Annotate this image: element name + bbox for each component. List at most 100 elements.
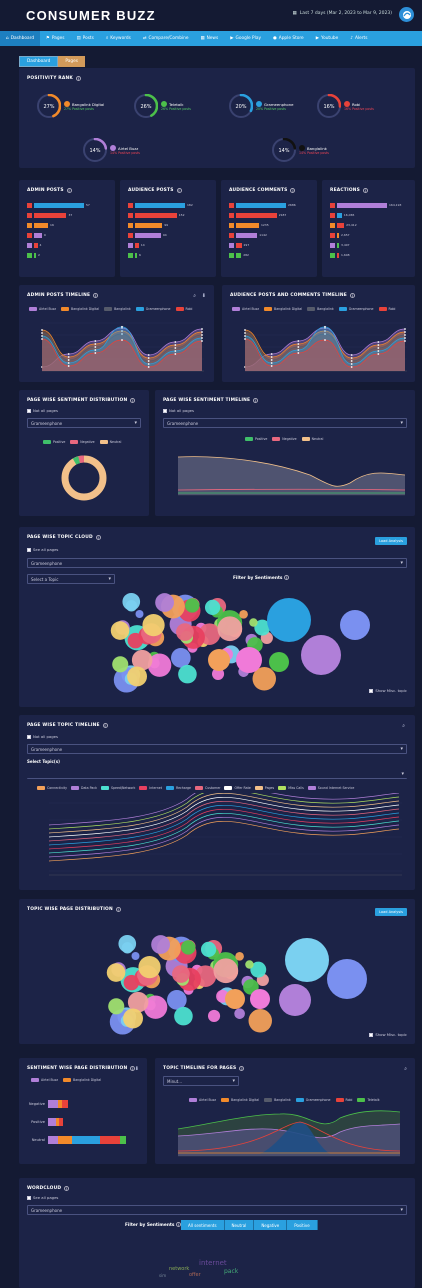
bar xyxy=(34,202,84,208)
download-icon[interactable]: ⬇ xyxy=(201,293,206,299)
info-icon[interactable]: i xyxy=(239,1066,245,1071)
nav-item-apple-store[interactable]: ● Apple Store xyxy=(273,36,304,41)
legend-item[interactable]: Robi xyxy=(335,1098,352,1102)
nav-item-news[interactable]: ▦ News xyxy=(200,36,219,41)
legend-item[interactable]: Grameenphone xyxy=(338,307,374,311)
nav-item-google-play[interactable]: ▶ Google Play xyxy=(230,36,261,41)
sentiment-filter-button[interactable]: All sentiments xyxy=(181,1220,225,1230)
show-misc-checkbox[interactable]: Show Misc. topic xyxy=(369,688,407,693)
tab-pages[interactable]: Pages xyxy=(58,56,85,67)
legend-item[interactable]: Airtel Buzz xyxy=(31,1078,58,1082)
nav-item-pages[interactable]: ⚑ Pages xyxy=(46,36,65,41)
page-icon xyxy=(229,252,234,258)
youtube-icon: ▶ xyxy=(315,36,320,41)
info-icon[interactable]: i xyxy=(95,535,101,540)
load-analysis-button[interactable]: Load Analysis xyxy=(375,908,407,916)
download-icon[interactable]: ⬇ xyxy=(134,1066,139,1072)
legend-item[interactable]: Pages xyxy=(254,786,274,790)
legend-item[interactable]: Offer Rate xyxy=(224,786,251,790)
info-icon[interactable]: i xyxy=(130,1066,136,1071)
legend-item[interactable]: Miss Calls xyxy=(278,786,304,790)
info-icon[interactable]: i xyxy=(93,293,99,298)
info-icon[interactable]: i xyxy=(115,907,121,912)
tab-dashboard[interactable]: Dashboard xyxy=(19,56,59,67)
zoom-icon[interactable]: ⌕ xyxy=(402,723,405,729)
sentiment-filter-button[interactable]: Neutral xyxy=(224,1220,255,1230)
legend-item[interactable]: Customer xyxy=(195,786,220,790)
legend-item[interactable]: Negative xyxy=(70,440,95,444)
legend-item[interactable]: Banglalink xyxy=(307,307,334,311)
legend-item[interactable]: Robi xyxy=(175,307,192,311)
page-select[interactable]: Grameenphone xyxy=(27,744,407,754)
legend-item[interactable]: Data Pack xyxy=(70,786,97,790)
legend-item[interactable]: Banglalink Digital xyxy=(221,1098,259,1102)
home-icon: ⌂ xyxy=(6,36,9,41)
legend-item[interactable]: Recharge xyxy=(166,786,191,790)
sentiment-page-panel: SENTIMENT WISE PAGE DISTRIBUTION i ⬇ Airt… xyxy=(19,1058,147,1164)
see-all-pages-checkbox[interactable]: See all pages xyxy=(27,547,58,552)
date-range[interactable]: ▦ Last 7 days (Mar 2, 2023 to Mar 9, 2023… xyxy=(292,11,393,16)
legend-item[interactable]: Sound Internet Service xyxy=(307,786,354,790)
nav-item-posts[interactable]: ▤ Posts xyxy=(76,36,94,41)
info-icon[interactable]: i xyxy=(253,398,259,403)
topic-select[interactable]: Select a Topic xyxy=(27,574,115,584)
legend-item[interactable]: Robi xyxy=(378,307,395,311)
all-pages-checkbox[interactable]: Not all pages xyxy=(27,408,58,413)
nav-item-keywords[interactable]: ⌕ Keywords xyxy=(105,36,131,41)
all-pages-checkbox[interactable]: Not all pages xyxy=(27,734,58,739)
info-icon[interactable]: i xyxy=(64,1186,70,1191)
info-icon[interactable]: i xyxy=(349,293,355,298)
zoom-icon[interactable]: ⌕ xyxy=(193,293,196,299)
legend-item[interactable]: Negative xyxy=(272,437,297,441)
legend-item[interactable]: Connectivity xyxy=(37,786,67,790)
legend-item[interactable]: Speed/Network xyxy=(100,786,135,790)
load-analysis-button[interactable]: Load Analysis xyxy=(375,537,407,545)
legend-item[interactable]: Grameenphone xyxy=(135,307,171,311)
info-icon[interactable]: i xyxy=(130,398,136,403)
info-icon[interactable]: i xyxy=(75,76,81,81)
legend-item[interactable]: Positive xyxy=(43,440,65,444)
info-icon[interactable]: i xyxy=(176,188,182,193)
zoom-icon[interactable]: ⌕ xyxy=(404,1066,407,1072)
page-icon xyxy=(330,202,335,208)
legend-item[interactable]: Airtel Buzz xyxy=(232,307,259,311)
info-icon[interactable]: i xyxy=(290,188,296,193)
legend-item[interactable]: Internet xyxy=(139,786,162,790)
page-select[interactable]: Grameenphone xyxy=(163,418,407,428)
legend-item[interactable]: Positive xyxy=(245,437,267,441)
show-misc-checkbox[interactable]: Show Misc. topic xyxy=(369,1032,407,1037)
nav-item-alerts[interactable]: ♪ Alerts xyxy=(350,36,368,41)
brand-logo-icon[interactable] xyxy=(399,7,414,22)
page-select[interactable]: Grameenphone xyxy=(27,418,141,428)
info-icon[interactable]: i xyxy=(363,188,368,193)
nav-item-dashboard[interactable]: ⌂ Dashboard xyxy=(0,31,41,46)
legend-item[interactable]: Airtel Buzz xyxy=(29,307,56,311)
legend-item[interactable]: Banglalink Digital xyxy=(264,307,302,311)
legend-item[interactable]: Banglalink xyxy=(264,1098,291,1102)
topic-select[interactable]: Minut... xyxy=(163,1076,239,1086)
positivity-item: 16% Robi 16% Positive posts xyxy=(317,94,374,118)
legend-item[interactable]: Neutral xyxy=(99,440,121,444)
nav-item-youtube[interactable]: ▶ Youtube xyxy=(315,36,339,41)
nav-item-compare-combine[interactable]: ⇄ Compare/Combine xyxy=(142,36,189,41)
see-all-pages-checkbox[interactable]: See all pages xyxy=(27,1195,58,1200)
all-pages-checkbox[interactable]: Not all pages xyxy=(163,408,194,413)
topics-multiselect[interactable] xyxy=(27,769,407,779)
sentiment-filter-button[interactable]: Negative xyxy=(254,1220,288,1230)
bar-row: 23,412 xyxy=(330,222,357,228)
info-icon[interactable]: i xyxy=(66,188,72,193)
legend-item[interactable]: Neutral xyxy=(301,437,323,441)
legend-item[interactable]: Teletalk xyxy=(357,1098,380,1102)
legend-item[interactable]: Banglalink Digital xyxy=(63,1078,101,1082)
topic-cloud-panel: PAGE WISE TOPIC CLOUD i Load Analysis See… xyxy=(19,527,415,707)
info-icon[interactable]: i xyxy=(102,723,108,728)
sentiment-filter-button[interactable]: Positive xyxy=(287,1220,318,1230)
legend-item[interactable]: Airtel Buzz xyxy=(189,1098,216,1102)
legend-item[interactable]: Banglalink xyxy=(104,307,131,311)
page-select[interactable]: Grameenphone xyxy=(27,558,407,568)
legend-item[interactable]: Banglalink Digital xyxy=(61,307,99,311)
bar-row: 94 xyxy=(128,232,167,238)
page-select[interactable]: Grameenphone xyxy=(27,1205,407,1215)
bar xyxy=(337,252,339,258)
legend-item[interactable]: Grameenphone xyxy=(295,1098,331,1102)
